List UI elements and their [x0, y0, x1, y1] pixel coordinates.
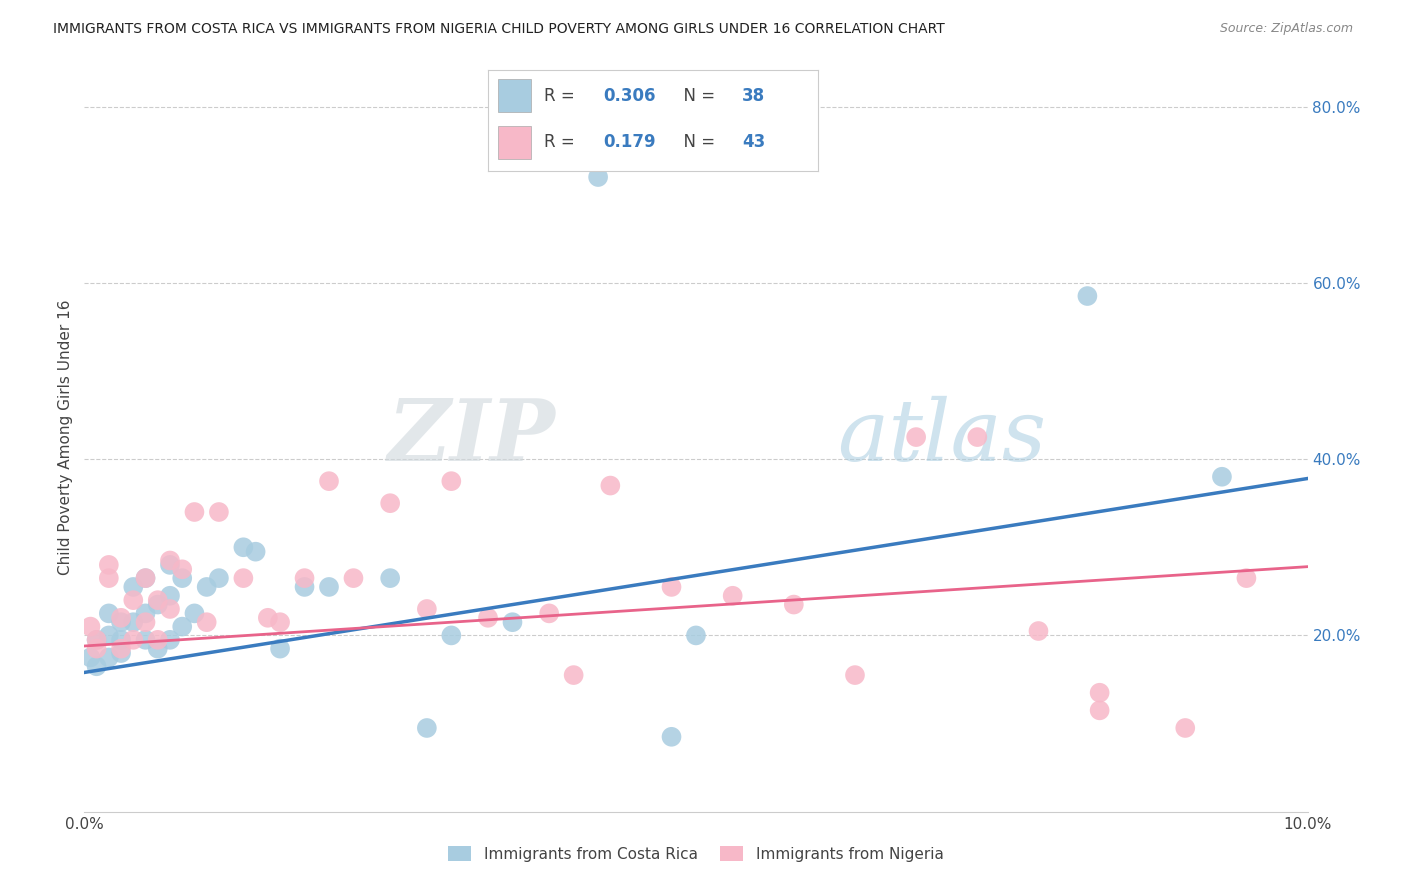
Point: [159, 558, 181, 572]
Text: ZIP: ZIP: [388, 395, 555, 479]
Point: [586, 169, 609, 184]
Text: Source: ZipAtlas.com: Source: ZipAtlas.com: [1219, 22, 1353, 36]
Point: [122, 615, 145, 630]
Point: [122, 593, 145, 607]
Point: [159, 632, 181, 647]
Point: [135, 607, 157, 621]
Point: [172, 571, 194, 585]
Point: [146, 598, 169, 612]
Point: [1174, 721, 1197, 735]
Point: [122, 580, 145, 594]
Point: [294, 571, 316, 585]
Text: IMMIGRANTS FROM COSTA RICA VS IMMIGRANTS FROM NIGERIA CHILD POVERTY AMONG GIRLS : IMMIGRANTS FROM COSTA RICA VS IMMIGRANTS…: [53, 22, 945, 37]
Point: [79, 650, 101, 665]
Point: [97, 628, 120, 642]
Point: [86, 641, 108, 656]
Point: [146, 632, 169, 647]
Point: [110, 632, 132, 647]
Point: [135, 615, 157, 630]
Point: [86, 632, 108, 647]
Point: [97, 607, 120, 621]
Point: [416, 721, 439, 735]
Point: [110, 615, 132, 630]
Point: [269, 615, 291, 630]
Point: [146, 641, 169, 656]
Point: [195, 580, 218, 594]
Point: [685, 628, 707, 642]
Point: [97, 571, 120, 585]
Point: [318, 474, 340, 488]
Y-axis label: Child Poverty Among Girls Under 16: Child Poverty Among Girls Under 16: [58, 300, 73, 574]
Point: [110, 646, 132, 660]
Point: [380, 571, 402, 585]
Text: atlas: atlas: [837, 396, 1046, 478]
Point: [294, 580, 316, 594]
Point: [146, 593, 169, 607]
Point: [342, 571, 364, 585]
Point: [232, 541, 254, 555]
Point: [1028, 624, 1050, 638]
Point: [1088, 703, 1111, 717]
Point: [380, 496, 402, 510]
Point: [159, 553, 181, 567]
Point: [97, 558, 120, 572]
Point: [477, 611, 499, 625]
Point: [562, 668, 585, 682]
Point: [183, 505, 205, 519]
Point: [135, 571, 157, 585]
Point: [269, 641, 291, 656]
Point: [599, 478, 621, 492]
Point: [110, 611, 132, 625]
Point: [110, 641, 132, 656]
Point: [159, 589, 181, 603]
Point: [122, 632, 145, 647]
Point: [1088, 686, 1111, 700]
Point: [245, 544, 267, 558]
Point: [905, 430, 928, 444]
Point: [721, 589, 744, 603]
Point: [135, 632, 157, 647]
Legend: Immigrants from Costa Rica, Immigrants from Nigeria: Immigrants from Costa Rica, Immigrants f…: [443, 839, 949, 868]
Point: [502, 615, 524, 630]
Point: [208, 571, 231, 585]
Point: [1211, 469, 1233, 483]
Point: [183, 607, 205, 621]
Point: [844, 668, 866, 682]
Point: [172, 619, 194, 633]
Point: [195, 615, 218, 630]
Point: [79, 619, 101, 633]
Point: [1076, 289, 1098, 303]
Point: [440, 474, 463, 488]
Point: [538, 607, 561, 621]
Point: [1236, 571, 1258, 585]
Point: [97, 650, 120, 665]
Point: [661, 580, 683, 594]
Point: [86, 632, 108, 647]
Point: [86, 659, 108, 673]
Point: [318, 580, 340, 594]
Point: [172, 562, 194, 576]
Point: [135, 571, 157, 585]
Point: [783, 598, 806, 612]
Point: [257, 611, 280, 625]
Point: [208, 505, 231, 519]
Point: [159, 602, 181, 616]
Point: [416, 602, 439, 616]
Point: [440, 628, 463, 642]
Point: [966, 430, 988, 444]
Point: [661, 730, 683, 744]
Point: [232, 571, 254, 585]
